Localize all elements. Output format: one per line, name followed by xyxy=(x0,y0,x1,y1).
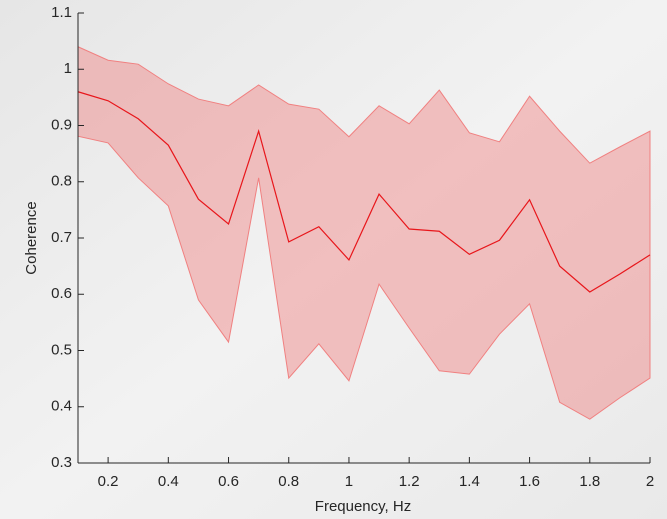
x-tick-label: 0.2 xyxy=(98,473,119,490)
x-tick-label: 2 xyxy=(646,473,654,490)
y-tick-label: 0.3 xyxy=(51,454,72,471)
x-tick-label: 1.6 xyxy=(519,473,540,490)
y-axis-label: Coherence xyxy=(23,201,40,274)
x-tick-label: 1.8 xyxy=(579,473,600,490)
x-tick-label: 0.8 xyxy=(278,473,299,490)
chart: Frequency, Hz Coherence 0.3 0.4 0.5 0.6 0.7 0… xyxy=(0,0,667,519)
y-tick-label: 0.6 xyxy=(51,285,72,302)
x-tick-label: 0.4 xyxy=(158,473,179,490)
y-tick-label: 1 xyxy=(64,60,72,77)
x-axis-label: Frequency, Hz xyxy=(315,498,411,515)
y-tick-label: 0.8 xyxy=(51,173,72,190)
x-tick-label: 1.2 xyxy=(399,473,420,490)
x-tick-label: 0.6 xyxy=(218,473,239,490)
y-tick-label: 1.1 xyxy=(51,4,72,21)
x-tick-label: 1.4 xyxy=(459,473,480,490)
y-tick-label: 0.7 xyxy=(51,229,72,246)
y-tick-label: 0.9 xyxy=(51,116,72,133)
y-tick-label: 0.4 xyxy=(51,398,72,415)
y-tick-label: 0.5 xyxy=(51,341,72,358)
x-tick-label: 1 xyxy=(345,473,353,490)
